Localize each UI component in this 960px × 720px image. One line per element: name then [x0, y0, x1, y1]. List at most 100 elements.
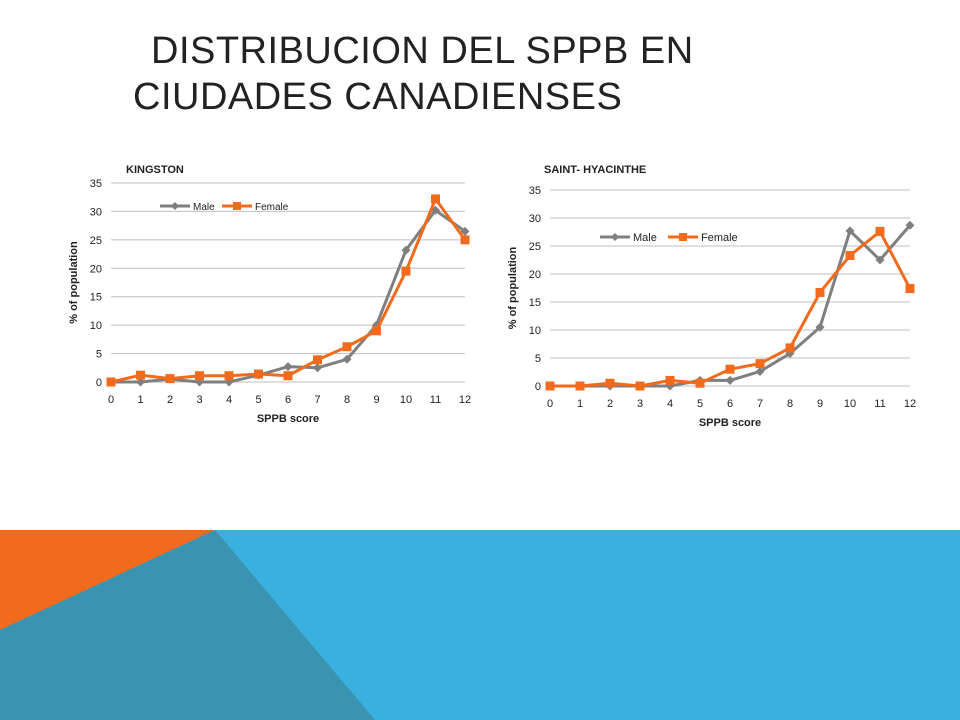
- x-tick-label: 7: [757, 398, 763, 410]
- x-tick-label: 5: [255, 394, 261, 406]
- x-tick-label: 11: [430, 394, 441, 406]
- x-tick-label: 6: [727, 398, 733, 410]
- data-point-male: [342, 354, 352, 364]
- data-point-male: [875, 255, 885, 265]
- legend-label-female: Female: [255, 202, 289, 213]
- legend-label-male: Male: [633, 232, 657, 244]
- data-point-male: [815, 322, 825, 332]
- legend-marker-male: [611, 233, 619, 241]
- x-tick-label: 10: [844, 398, 856, 410]
- data-point-female: [224, 371, 234, 381]
- data-point-female: [695, 378, 705, 388]
- y-tick-label: 25: [529, 241, 541, 253]
- data-point-female: [254, 369, 263, 379]
- data-point-male: [905, 220, 915, 230]
- slide-title: DISTRIBUCION DEL SPPB EN CIUDADES CANADI…: [133, 28, 833, 120]
- data-point-female: [283, 371, 293, 381]
- data-point-female: [372, 326, 381, 336]
- y-tick-label: 0: [96, 377, 102, 389]
- x-tick-label: 9: [373, 394, 379, 406]
- data-point-female: [545, 381, 555, 391]
- y-tick-label: 30: [90, 206, 102, 218]
- x-tick-label: 12: [904, 398, 916, 410]
- x-axis-label: SPPB score: [257, 413, 319, 425]
- x-tick-label: 8: [787, 398, 793, 410]
- legend-marker-female: [233, 202, 241, 210]
- x-tick-label: 4: [667, 398, 673, 410]
- data-point-male: [755, 366, 765, 376]
- legend-marker-female: [679, 233, 687, 241]
- data-point-female: [460, 235, 470, 245]
- y-tick-label: 20: [90, 263, 102, 275]
- x-tick-label: 3: [637, 398, 643, 410]
- data-point-female: [755, 359, 765, 369]
- data-point-female: [815, 287, 825, 297]
- y-tick-label: 10: [529, 325, 541, 337]
- y-tick-label: 0: [535, 381, 541, 393]
- data-point-female: [313, 355, 322, 365]
- data-point-female: [605, 378, 615, 388]
- data-point-male: [401, 245, 411, 255]
- data-point-female: [905, 284, 915, 294]
- x-tick-label: 1: [137, 394, 143, 406]
- data-point-female: [875, 226, 885, 236]
- x-tick-label: 6: [285, 394, 291, 406]
- data-point-male: [136, 377, 145, 387]
- x-tick-label: 2: [607, 398, 613, 410]
- y-axis-label: % of population: [507, 246, 519, 329]
- kingston-title: KINGSTON: [126, 164, 184, 176]
- y-tick-label: 15: [90, 292, 102, 304]
- x-tick-label: 5: [697, 398, 703, 410]
- y-tick-label: 35: [529, 185, 541, 197]
- x-tick-label: 7: [314, 394, 320, 406]
- decorative-banner: [0, 530, 960, 720]
- data-point-female: [845, 251, 855, 261]
- legend-label-female: Female: [701, 232, 738, 244]
- x-tick-label: 1: [577, 398, 583, 410]
- y-axis-label: % of population: [68, 241, 80, 324]
- slide-title-line-2: CIUDADES CANADIENSES: [133, 76, 623, 118]
- saint-hyacinthe-title: SAINT- HYACINTHE: [544, 164, 646, 176]
- data-point-female: [431, 194, 440, 204]
- x-tick-label: 4: [226, 394, 232, 406]
- data-point-female: [342, 342, 352, 352]
- y-tick-label: 35: [90, 178, 102, 190]
- data-point-female: [665, 375, 675, 385]
- data-point-female: [195, 371, 204, 381]
- y-tick-label: 20: [529, 269, 541, 281]
- data-point-male: [845, 226, 855, 236]
- data-point-male: [725, 375, 735, 385]
- x-axis-label: SPPB score: [699, 417, 761, 429]
- data-point-female: [401, 266, 411, 276]
- x-tick-label: 3: [196, 394, 202, 406]
- data-point-male: [313, 363, 322, 373]
- x-tick-label: 0: [547, 398, 553, 410]
- x-tick-label: 9: [817, 398, 823, 410]
- data-point-male: [460, 226, 470, 236]
- data-point-female: [725, 364, 735, 374]
- data-point-female: [575, 381, 585, 391]
- data-point-female: [635, 381, 645, 391]
- y-tick-label: 10: [90, 320, 102, 332]
- legend-label-male: Male: [193, 202, 215, 213]
- x-tick-label: 8: [344, 394, 350, 406]
- data-point-male: [283, 362, 293, 372]
- x-tick-label: 10: [400, 394, 412, 406]
- data-point-female: [106, 377, 116, 387]
- data-point-female: [136, 370, 145, 380]
- y-tick-label: 5: [96, 349, 102, 361]
- y-tick-label: 25: [90, 235, 102, 247]
- x-tick-label: 11: [874, 398, 885, 410]
- y-tick-label: 30: [529, 213, 541, 225]
- data-point-female: [785, 343, 795, 353]
- series-line-female: [550, 229, 912, 388]
- x-tick-label: 12: [459, 394, 471, 406]
- x-tick-label: 2: [167, 394, 173, 406]
- legend-marker-male: [171, 202, 179, 210]
- banner-teal-triangle: [0, 530, 375, 720]
- data-point-female: [165, 374, 175, 384]
- y-tick-label: 15: [529, 297, 541, 309]
- slide-title-line-1: DISTRIBUCION DEL SPPB EN: [151, 30, 694, 72]
